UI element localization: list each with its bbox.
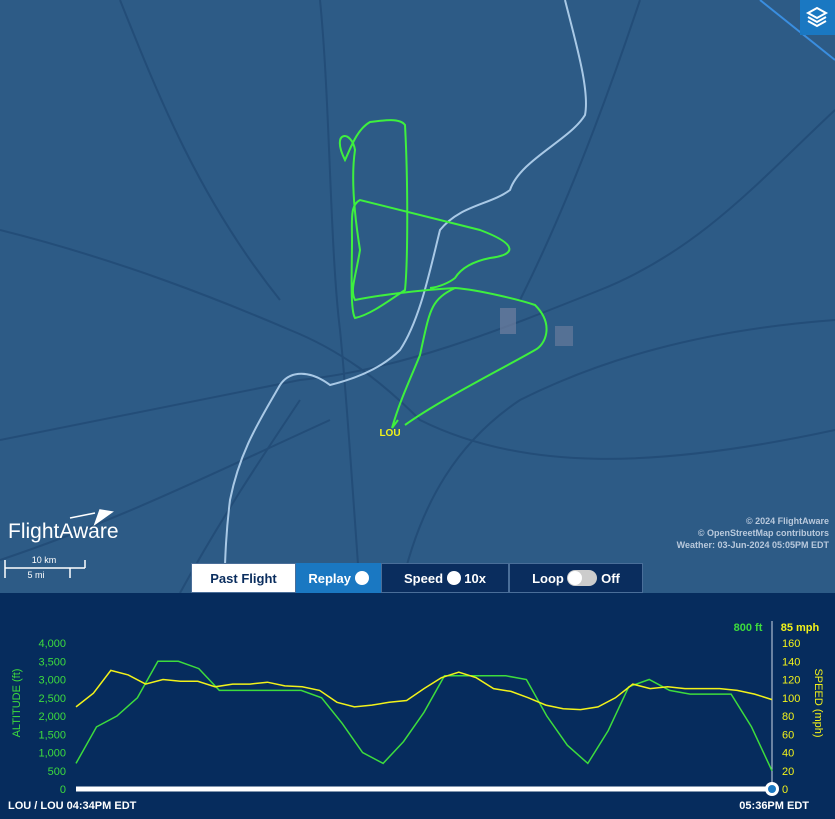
y-tick-label: 2,000	[38, 711, 66, 723]
copyright: © 2024 FlightAware	[746, 516, 829, 526]
play-icon	[354, 571, 369, 585]
y2-tick-label: 160	[782, 638, 800, 650]
scale-bar	[4, 560, 86, 578]
speed-button[interactable]: Speed 10x	[381, 563, 509, 593]
replay-button[interactable]: Replay	[296, 563, 381, 593]
airport-label: LOU	[379, 428, 400, 439]
weather-cell	[500, 308, 516, 334]
current-altitude: 800 ft	[734, 622, 763, 634]
current-speed: 85 mph	[781, 622, 820, 634]
speed-icon	[446, 571, 461, 585]
series-line	[75, 669, 773, 711]
y2-tick-label: 100	[782, 693, 800, 705]
weather-cell	[555, 326, 573, 346]
series-line	[75, 660, 773, 772]
loop-label: Loop	[532, 571, 564, 586]
y2-tick-label: 20	[782, 766, 794, 778]
river	[223, 0, 587, 593]
logo: FlightAware	[8, 520, 119, 543]
loop-state: Off	[601, 571, 620, 586]
timeline-knob-center	[768, 785, 776, 793]
y-tick-label: 1,000	[38, 748, 66, 760]
osm-credit[interactable]: © OpenStreetMap contributors	[698, 528, 829, 538]
replay-label: Replay	[308, 571, 351, 586]
weather-time: Weather: 03-Jun-2024 05:05PM EDT	[677, 540, 830, 550]
y2-tick-label: 140	[782, 656, 800, 668]
layers-icon	[805, 6, 829, 28]
loop-button[interactable]: Loop Off	[509, 563, 643, 593]
speed-value: 10x	[464, 571, 486, 586]
y2-tick-label: 0	[782, 784, 788, 796]
y-tick-label: 2,500	[38, 693, 66, 705]
scale-mi: 5 mi	[27, 570, 44, 580]
altitude-axis-label: ALTITUDE (ft)	[11, 669, 23, 738]
roads	[0, 0, 835, 593]
logo-plane	[69, 509, 114, 526]
boundary	[759, 0, 835, 61]
y2-tick-label: 80	[782, 711, 794, 723]
y2-tick-label: 120	[782, 675, 800, 687]
y-tick-label: 3,000	[38, 675, 66, 687]
map-background	[0, 0, 835, 593]
past-flight-tab[interactable]: Past Flight	[191, 563, 296, 593]
flight-path	[338, 119, 548, 429]
flight-chart: 800 ft 85 mph ALTITUDE (ft) SPEED (mph) …	[8, 621, 824, 812]
y2-tick-label: 60	[782, 729, 794, 741]
speed-axis-label: SPEED (mph)	[812, 668, 824, 737]
scale-km: 10 km	[32, 555, 57, 565]
y-tick-label: 3,500	[38, 656, 66, 668]
start-label: LOU / LOU 04:34PM EDT	[8, 800, 137, 812]
speed-label: Speed	[404, 571, 444, 586]
y-tick-label: 1,500	[38, 729, 66, 741]
y-tick-label: 4,000	[38, 638, 66, 650]
y-tick-label: 500	[48, 766, 66, 778]
toggle-knob	[568, 571, 583, 585]
loop-toggle[interactable]	[567, 570, 598, 586]
map[interactable]: LOU © 2024 FlightAware © OpenStreetMap c…	[0, 0, 835, 593]
y-tick-label: 0	[60, 784, 66, 796]
end-label: 05:36PM EDT	[739, 800, 809, 812]
y2-tick-label: 40	[782, 748, 794, 760]
